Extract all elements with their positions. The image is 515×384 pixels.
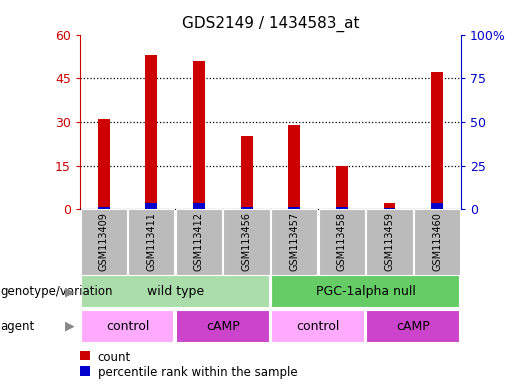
Text: GSM113411: GSM113411 — [146, 212, 156, 271]
Bar — [271, 275, 460, 308]
Text: GSM113458: GSM113458 — [337, 212, 347, 271]
Bar — [224, 209, 270, 275]
Bar — [193, 203, 205, 209]
Bar — [319, 209, 365, 275]
Text: GSM113460: GSM113460 — [432, 212, 442, 271]
Text: genotype/variation: genotype/variation — [0, 285, 112, 298]
Text: control: control — [296, 320, 340, 333]
Bar — [80, 209, 127, 275]
Text: PGC-1alpha null: PGC-1alpha null — [316, 285, 416, 298]
Bar — [414, 209, 460, 275]
Bar — [288, 207, 300, 209]
Bar — [241, 207, 252, 209]
Bar — [431, 203, 443, 209]
Text: GSM113459: GSM113459 — [385, 212, 394, 271]
Bar — [80, 275, 270, 308]
Bar — [80, 310, 175, 343]
Text: control: control — [106, 320, 149, 333]
Bar — [288, 125, 300, 209]
Bar — [241, 136, 252, 209]
Bar — [176, 310, 270, 343]
Bar — [336, 166, 348, 209]
Bar — [366, 209, 413, 275]
Bar — [193, 61, 205, 209]
Bar — [384, 204, 396, 209]
Text: agent: agent — [0, 320, 35, 333]
Bar — [98, 207, 110, 209]
Text: ▶: ▶ — [65, 285, 75, 298]
Bar — [145, 203, 157, 209]
Text: GSM113457: GSM113457 — [289, 212, 299, 271]
Bar — [366, 310, 460, 343]
Text: cAMP: cAMP — [397, 320, 430, 333]
Text: count: count — [98, 351, 131, 364]
Bar — [128, 209, 175, 275]
Title: GDS2149 / 1434583_at: GDS2149 / 1434583_at — [182, 16, 359, 32]
Text: GSM113409: GSM113409 — [99, 212, 109, 271]
Bar — [336, 207, 348, 209]
Text: wild type: wild type — [147, 285, 203, 298]
Bar — [98, 119, 110, 209]
Text: ▶: ▶ — [65, 320, 75, 333]
Bar — [271, 310, 365, 343]
Bar — [431, 73, 443, 209]
Bar — [145, 55, 157, 209]
Bar — [271, 209, 317, 275]
Text: percentile rank within the sample: percentile rank within the sample — [98, 366, 298, 379]
Text: cAMP: cAMP — [206, 320, 239, 333]
Text: GSM113456: GSM113456 — [242, 212, 251, 271]
Bar — [176, 209, 222, 275]
Text: GSM113412: GSM113412 — [194, 212, 204, 271]
